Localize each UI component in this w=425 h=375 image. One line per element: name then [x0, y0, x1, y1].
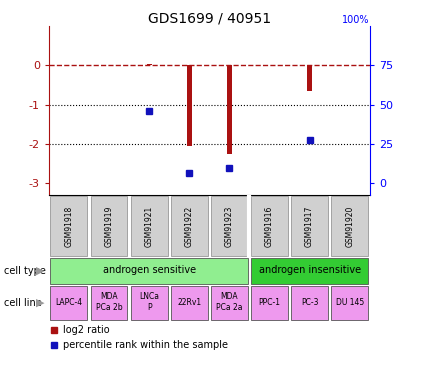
- Text: GSM91921: GSM91921: [144, 206, 154, 247]
- Text: androgen sensitive: androgen sensitive: [102, 266, 196, 275]
- Bar: [91, 196, 127, 256]
- Bar: [51, 196, 88, 256]
- Text: DU 145: DU 145: [336, 298, 364, 307]
- Text: PPC-1: PPC-1: [258, 298, 280, 307]
- Bar: [51, 258, 248, 284]
- Text: PC-3: PC-3: [301, 298, 318, 307]
- Text: LNCa
P: LNCa P: [139, 292, 159, 312]
- Text: GSM91918: GSM91918: [65, 206, 74, 247]
- Text: GSM91919: GSM91919: [105, 205, 113, 247]
- Text: 100%: 100%: [342, 15, 370, 25]
- Bar: [307, 66, 312, 91]
- Bar: [131, 286, 167, 320]
- Bar: [211, 286, 248, 320]
- Text: GSM91917: GSM91917: [305, 205, 314, 247]
- Text: cell type: cell type: [4, 266, 46, 276]
- Text: GSM91920: GSM91920: [345, 205, 354, 247]
- Text: cell line: cell line: [4, 298, 42, 308]
- Text: GSM91916: GSM91916: [265, 205, 274, 247]
- Bar: [131, 196, 167, 256]
- Bar: [331, 196, 368, 256]
- Bar: [211, 196, 248, 256]
- Bar: [291, 196, 328, 256]
- Text: GSM91923: GSM91923: [225, 205, 234, 247]
- Bar: [91, 286, 127, 320]
- Bar: [147, 63, 152, 66]
- Bar: [187, 66, 192, 146]
- Bar: [251, 258, 368, 284]
- Title: GDS1699 / 40951: GDS1699 / 40951: [148, 11, 271, 25]
- Text: ▶: ▶: [36, 266, 45, 276]
- Bar: [171, 196, 208, 256]
- Text: MDA
PCa 2a: MDA PCa 2a: [216, 292, 243, 312]
- Bar: [291, 286, 328, 320]
- Text: ▶: ▶: [36, 298, 45, 308]
- Bar: [251, 286, 288, 320]
- Text: GSM91922: GSM91922: [185, 206, 194, 247]
- Text: 22Rv1: 22Rv1: [177, 298, 201, 307]
- Bar: [227, 66, 232, 154]
- Bar: [251, 196, 288, 256]
- Bar: [331, 286, 368, 320]
- Text: androgen insensitive: androgen insensitive: [258, 266, 361, 275]
- Text: MDA
PCa 2b: MDA PCa 2b: [96, 292, 122, 312]
- Text: LAPC-4: LAPC-4: [55, 298, 82, 307]
- Bar: [51, 286, 88, 320]
- Text: log2 ratio: log2 ratio: [63, 324, 110, 334]
- Text: percentile rank within the sample: percentile rank within the sample: [63, 340, 228, 351]
- Bar: [171, 286, 208, 320]
